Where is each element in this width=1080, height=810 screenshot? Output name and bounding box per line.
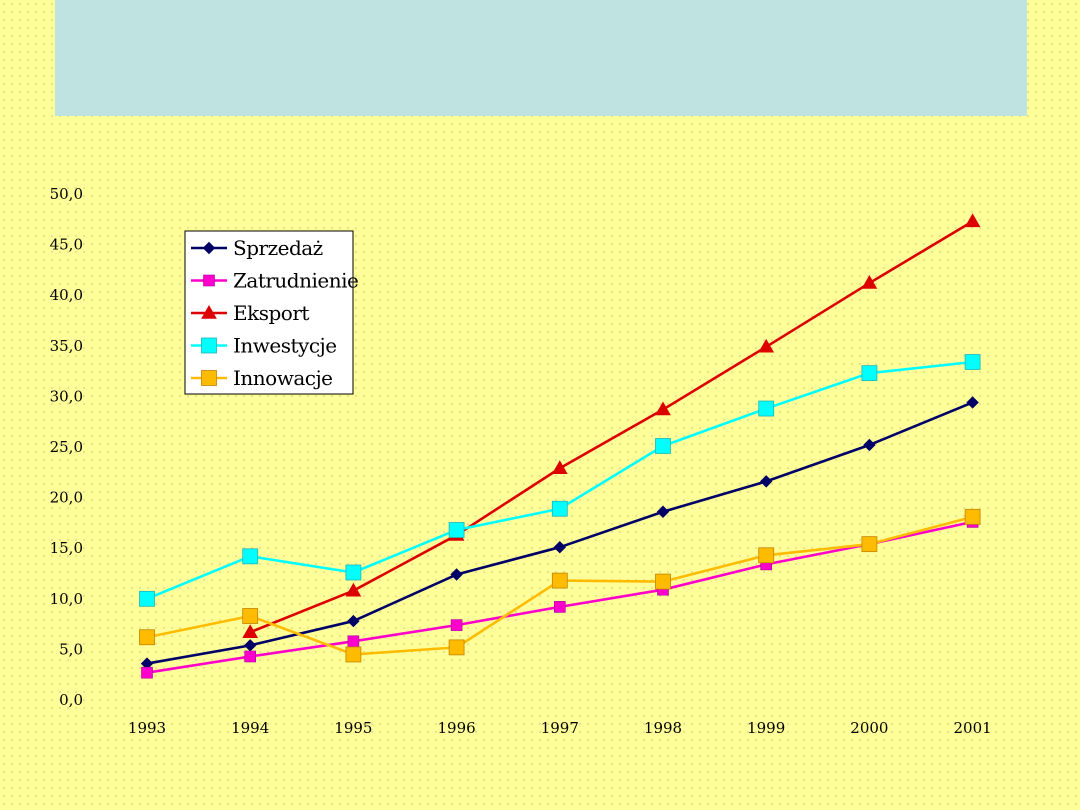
legend-item: Innowacje (191, 366, 333, 390)
data-point (244, 650, 256, 663)
data-point (551, 500, 568, 517)
series-group (146, 360, 973, 601)
title-banner (55, 0, 1027, 116)
series-group (249, 220, 974, 634)
data-point (347, 635, 360, 648)
x-tick-label: 1999 (747, 719, 785, 737)
legend-marker (202, 241, 216, 255)
legend-marker (201, 370, 217, 386)
series-marker-group (139, 508, 981, 663)
data-point (139, 629, 155, 646)
y-tick-label: 45,0 (50, 236, 83, 254)
y-tick-label: 35,0 (50, 337, 83, 355)
x-tick-label: 1993 (128, 719, 166, 737)
legend-item: Inwestycje (191, 334, 337, 358)
x-tick-label: 2000 (850, 719, 888, 737)
data-point (964, 508, 981, 525)
series-marker-group (139, 354, 981, 607)
data-point (551, 572, 568, 589)
data-point (655, 438, 671, 454)
data-point (345, 582, 362, 597)
data-point (964, 354, 981, 370)
x-tick-label: 1997 (541, 719, 579, 737)
data-point (242, 548, 259, 565)
data-point (861, 536, 878, 553)
x-tick-label: 1995 (334, 719, 372, 737)
data-point (964, 213, 981, 228)
legend-marker (201, 337, 217, 354)
data-point (758, 400, 775, 417)
data-point (551, 460, 568, 475)
data-point (139, 590, 155, 607)
data-point (450, 619, 463, 631)
data-point (758, 547, 775, 564)
data-point (450, 568, 463, 581)
data-point (141, 666, 153, 679)
data-point (656, 505, 670, 518)
legend-label: Sprzedaż (233, 236, 323, 260)
legend-label: Inwestycje (233, 334, 337, 358)
series-markers (139, 213, 981, 679)
data-point (448, 522, 465, 538)
y-tick-label: 20,0 (50, 489, 83, 507)
x-tick-label: 1994 (231, 719, 269, 737)
data-point (347, 614, 360, 628)
x-axis-ticks: 1993 1994 1995 1996 1997 1998 1999 2000 2001 (128, 719, 992, 737)
series-line (249, 220, 974, 634)
data-point (448, 639, 465, 656)
series-line (146, 360, 973, 601)
data-point (345, 564, 362, 581)
y-tick-label: 0,0 (59, 691, 83, 709)
data-point (863, 438, 876, 452)
legend-label: Zatrudnienie (233, 269, 358, 293)
y-tick-label: 25,0 (50, 438, 83, 456)
data-point (242, 624, 259, 638)
y-tick-label: 40,0 (50, 286, 83, 304)
y-tick-label: 15,0 (50, 539, 83, 557)
y-tick-label: 10,0 (50, 590, 83, 608)
legend-marker (203, 274, 215, 287)
data-point (966, 396, 979, 409)
data-point (553, 540, 567, 554)
legend-marker (201, 304, 217, 319)
x-tick-label: 1998 (644, 719, 682, 737)
legend-item: Zatrudnienie (191, 269, 359, 293)
y-tick-label: 5,0 (59, 640, 83, 658)
data-point (242, 608, 259, 624)
series-marker-group (140, 396, 979, 670)
data-point (758, 338, 775, 353)
x-tick-label: 2001 (954, 719, 992, 737)
data-point (759, 475, 773, 488)
data-point (243, 639, 257, 652)
legend-item: Eksport (191, 301, 310, 325)
data-point (861, 275, 878, 289)
legend-label: Eksport (233, 301, 309, 325)
data-point (345, 646, 362, 663)
data-point (655, 401, 671, 416)
data-point (655, 573, 671, 590)
legend-item: Sprzedaż (191, 236, 323, 260)
y-axis-ticks: 0,0 5,0 10,0 15,0 20,0 25,0 30,0 35,0 40,0 45,0 50… (50, 185, 83, 709)
y-tick-label: 50,0 (50, 185, 83, 203)
data-point (861, 365, 878, 382)
data-point (553, 601, 566, 613)
legend: Sprzedaż Zatrudnienie Eksport Inwestycje Inn… (184, 230, 359, 395)
y-tick-label: 30,0 (50, 387, 83, 405)
legend-label: Innowacje (233, 366, 332, 390)
x-tick-label: 1996 (438, 719, 476, 737)
